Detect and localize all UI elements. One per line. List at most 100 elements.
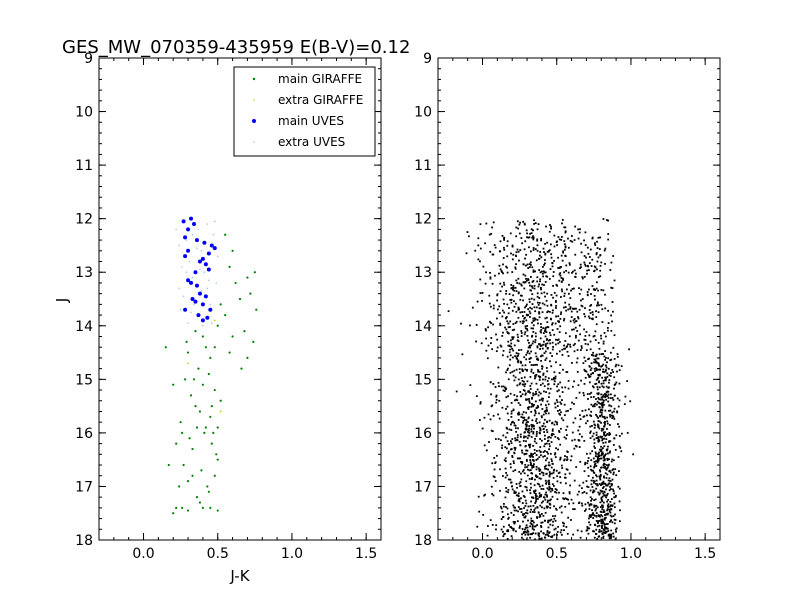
point-main-giraffe	[231, 335, 234, 338]
point-stars	[571, 270, 574, 273]
point-stars	[520, 511, 523, 513]
point-stars	[520, 536, 523, 539]
point-stars	[560, 236, 563, 238]
point-stars	[593, 514, 596, 517]
point-stars	[539, 472, 541, 475]
point-stars	[564, 505, 567, 508]
point-stars	[508, 307, 510, 309]
point-stars	[605, 496, 608, 499]
point-stars	[547, 310, 550, 313]
point-stars	[538, 370, 541, 373]
point-stars	[530, 500, 533, 503]
point-stars	[617, 456, 620, 458]
point-stars	[600, 490, 603, 493]
point-stars	[608, 409, 610, 412]
point-stars	[578, 292, 581, 295]
point-stars	[626, 380, 629, 382]
point-stars	[615, 363, 618, 366]
point-stars	[479, 292, 482, 294]
point-stars	[503, 311, 506, 314]
point-stars	[567, 498, 570, 501]
point-stars	[597, 416, 599, 419]
point-stars	[547, 499, 549, 502]
point-stars	[512, 528, 515, 531]
point-stars	[512, 349, 515, 352]
point-stars	[543, 455, 546, 457]
point-stars	[540, 471, 543, 474]
point-stars	[530, 523, 533, 526]
point-stars	[495, 524, 498, 527]
point-stars	[608, 482, 611, 485]
point-stars	[609, 504, 612, 507]
point-stars	[537, 359, 540, 361]
point-stars	[556, 390, 559, 393]
point-stars	[596, 538, 599, 540]
point-stars	[604, 494, 607, 497]
point-stars	[608, 381, 610, 384]
point-stars	[609, 471, 612, 474]
point-stars	[550, 378, 553, 381]
point-stars	[577, 228, 580, 231]
point-stars	[554, 527, 557, 530]
point-stars	[511, 338, 514, 341]
point-extra-uves	[215, 282, 218, 284]
point-stars	[610, 483, 613, 485]
point-stars	[533, 427, 535, 430]
point-stars	[589, 340, 592, 343]
point-stars	[571, 287, 574, 290]
point-stars	[605, 467, 608, 470]
point-stars	[539, 454, 542, 457]
point-stars	[532, 236, 535, 239]
point-stars	[511, 329, 514, 332]
point-stars	[538, 515, 541, 518]
point-stars	[581, 276, 584, 279]
point-main-giraffe	[186, 479, 190, 483]
point-stars	[531, 286, 534, 289]
point-stars	[597, 289, 600, 292]
point-stars	[491, 462, 494, 465]
point-stars	[606, 219, 608, 221]
point-stars	[597, 438, 600, 441]
point-stars	[608, 451, 611, 454]
point-stars	[490, 393, 492, 396]
point-stars	[560, 254, 563, 257]
point-stars	[602, 464, 605, 467]
point-stars	[555, 469, 558, 472]
point-stars	[545, 442, 548, 445]
point-stars	[611, 458, 614, 461]
point-stars	[508, 443, 510, 446]
legend-label-extra-uves: extra UVES	[278, 135, 345, 149]
point-stars	[591, 236, 594, 239]
point-stars	[553, 383, 556, 386]
point-extra-uves	[181, 266, 183, 268]
point-stars	[491, 282, 494, 285]
point-stars	[604, 516, 607, 519]
point-stars	[559, 401, 562, 404]
point-stars	[511, 347, 514, 350]
point-stars	[584, 369, 586, 372]
point-stars	[510, 412, 513, 415]
point-stars	[595, 504, 598, 507]
point-stars	[503, 239, 506, 241]
point-extra-uves	[191, 276, 194, 279]
right-points	[447, 218, 635, 541]
point-stars	[599, 275, 602, 278]
point-stars	[595, 369, 598, 372]
point-stars	[607, 506, 610, 509]
point-stars	[524, 533, 527, 536]
point-stars	[536, 388, 539, 391]
point-stars	[526, 449, 529, 452]
point-stars	[518, 440, 521, 443]
point-stars	[496, 346, 499, 349]
point-stars	[534, 412, 537, 415]
point-stars	[506, 331, 509, 333]
point-stars	[485, 449, 488, 452]
point-stars	[611, 320, 613, 323]
point-stars	[537, 467, 540, 470]
point-stars	[599, 510, 602, 513]
point-main-giraffe	[204, 346, 207, 349]
point-stars	[596, 268, 598, 271]
point-stars	[548, 230, 551, 233]
point-stars	[544, 467, 546, 470]
point-stars	[564, 473, 567, 476]
